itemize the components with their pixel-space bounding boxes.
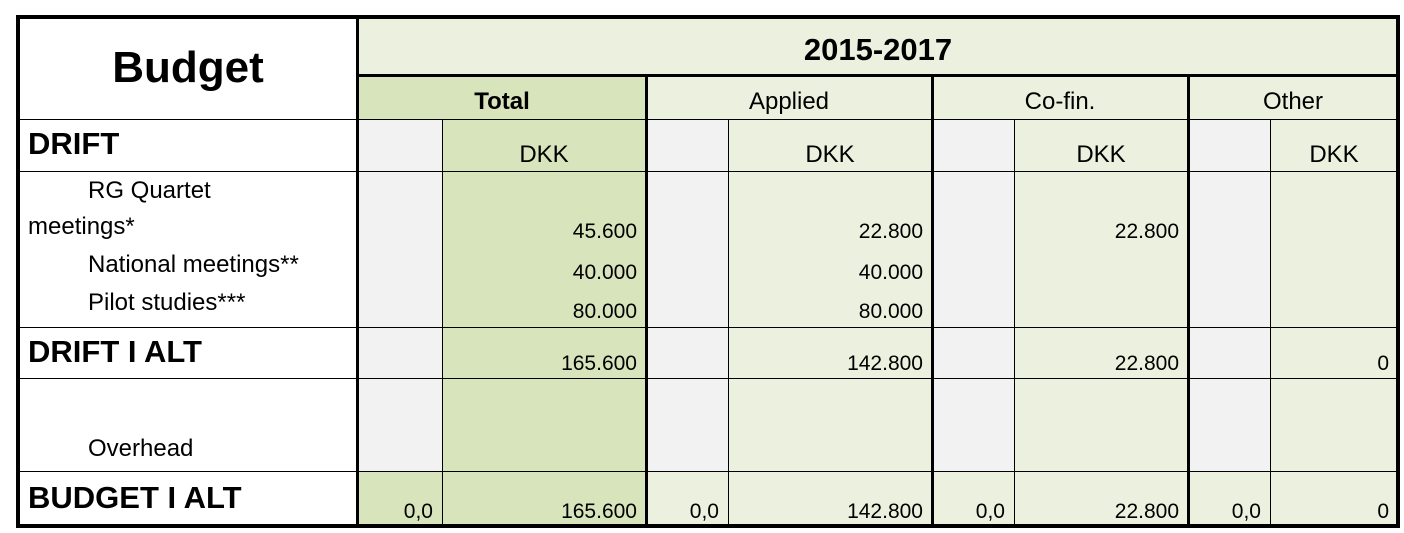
- budget-ialt-other: 0: [1377, 500, 1389, 523]
- grid-line: [1270, 120, 1271, 526]
- drift-ialt-other: 0: [1377, 352, 1389, 375]
- unit-total: DKK: [519, 141, 569, 168]
- budget-ialt-other-pct: 0,0: [1231, 500, 1261, 523]
- rg-quartet-total: 45.600: [572, 220, 637, 243]
- grid-line: [20, 327, 1400, 328]
- national-applied: 40.000: [858, 261, 923, 284]
- pilot-applied: 80.000: [858, 300, 923, 323]
- border-cofin: [1187, 75, 1190, 528]
- budget-ialt-cofin-pct: 0,0: [975, 500, 1005, 523]
- pilot-total: 80.000: [572, 300, 637, 323]
- col-header-applied: Applied: [748, 88, 830, 115]
- item-national-meetings: National meetings**: [88, 251, 299, 278]
- drift-total-label: DRIFT I ALT: [28, 334, 202, 369]
- border-right: [1396, 15, 1400, 528]
- applied-pct-col-bg: [646, 120, 728, 472]
- drift-ialt-cofin: 22.800: [1114, 352, 1179, 375]
- item-rg-quartet-cont: meetings*: [28, 213, 135, 240]
- total-dkk-col-bg: [442, 120, 646, 472]
- budget-ialt-total: 165.600: [561, 500, 637, 523]
- other-pct-col-bg: [1188, 120, 1270, 472]
- item-rg-quartet: RG Quartet: [88, 177, 211, 204]
- col-header-total: Total: [474, 88, 530, 115]
- border-period: [358, 74, 1398, 77]
- border-bottom: [16, 524, 1400, 528]
- grid-line: [442, 120, 443, 526]
- other-dkk-col-bg: [1270, 120, 1398, 472]
- col-header-other: Other: [1262, 88, 1324, 115]
- grid-line: [20, 171, 1400, 172]
- applied-header-bg: [646, 75, 1398, 120]
- rg-quartet-cofin: 22.800: [1114, 220, 1179, 243]
- rg-quartet-applied: 22.800: [858, 220, 923, 243]
- unit-cofin: DKK: [1076, 141, 1126, 168]
- grid-line: [1014, 120, 1015, 526]
- border-applied: [931, 75, 934, 528]
- overhead-label: Overhead: [88, 435, 194, 462]
- budget-ialt-applied-pct: 0,0: [689, 500, 719, 523]
- national-total: 40.000: [572, 261, 637, 284]
- col-header-cofin: Co-fin.: [1024, 88, 1096, 115]
- drift-ialt-total: 165.600: [561, 352, 637, 375]
- unit-other: DKK: [1309, 141, 1359, 168]
- budget-ialt-applied: 142.800: [847, 500, 923, 523]
- budget-total-row-bg-2: [646, 472, 1398, 526]
- border-total: [645, 75, 648, 528]
- budget-ialt-total-pct: 0,0: [403, 500, 433, 523]
- border-left: [16, 15, 20, 528]
- total-pct-col-bg: [358, 120, 442, 472]
- budget-ialt-cofin: 22.800: [1114, 500, 1179, 523]
- grid-line: [20, 471, 1400, 472]
- applied-dkk-col-bg: [728, 120, 932, 472]
- budget-title: Budget: [112, 43, 264, 92]
- unit-applied: DKK: [805, 141, 855, 168]
- cofin-dkk-col-bg: [1014, 120, 1188, 472]
- budget-total-row-bg-1: [358, 472, 646, 526]
- period-header-bg: [358, 17, 1398, 75]
- grid-line: [20, 378, 1400, 379]
- item-pilot-studies: Pilot studies***: [88, 289, 246, 316]
- drift-ialt-applied: 142.800: [847, 352, 923, 375]
- grid-line: [728, 120, 729, 526]
- total-header-bg: [358, 75, 646, 120]
- border-label-col: [356, 15, 359, 528]
- grid-line: [20, 119, 1400, 120]
- section-drift: DRIFT: [28, 126, 120, 161]
- border-top: [16, 15, 1400, 19]
- cofin-pct-col-bg: [932, 120, 1014, 472]
- budget-total-label: BUDGET I ALT: [28, 480, 242, 515]
- period-title: 2015-2017: [803, 32, 953, 67]
